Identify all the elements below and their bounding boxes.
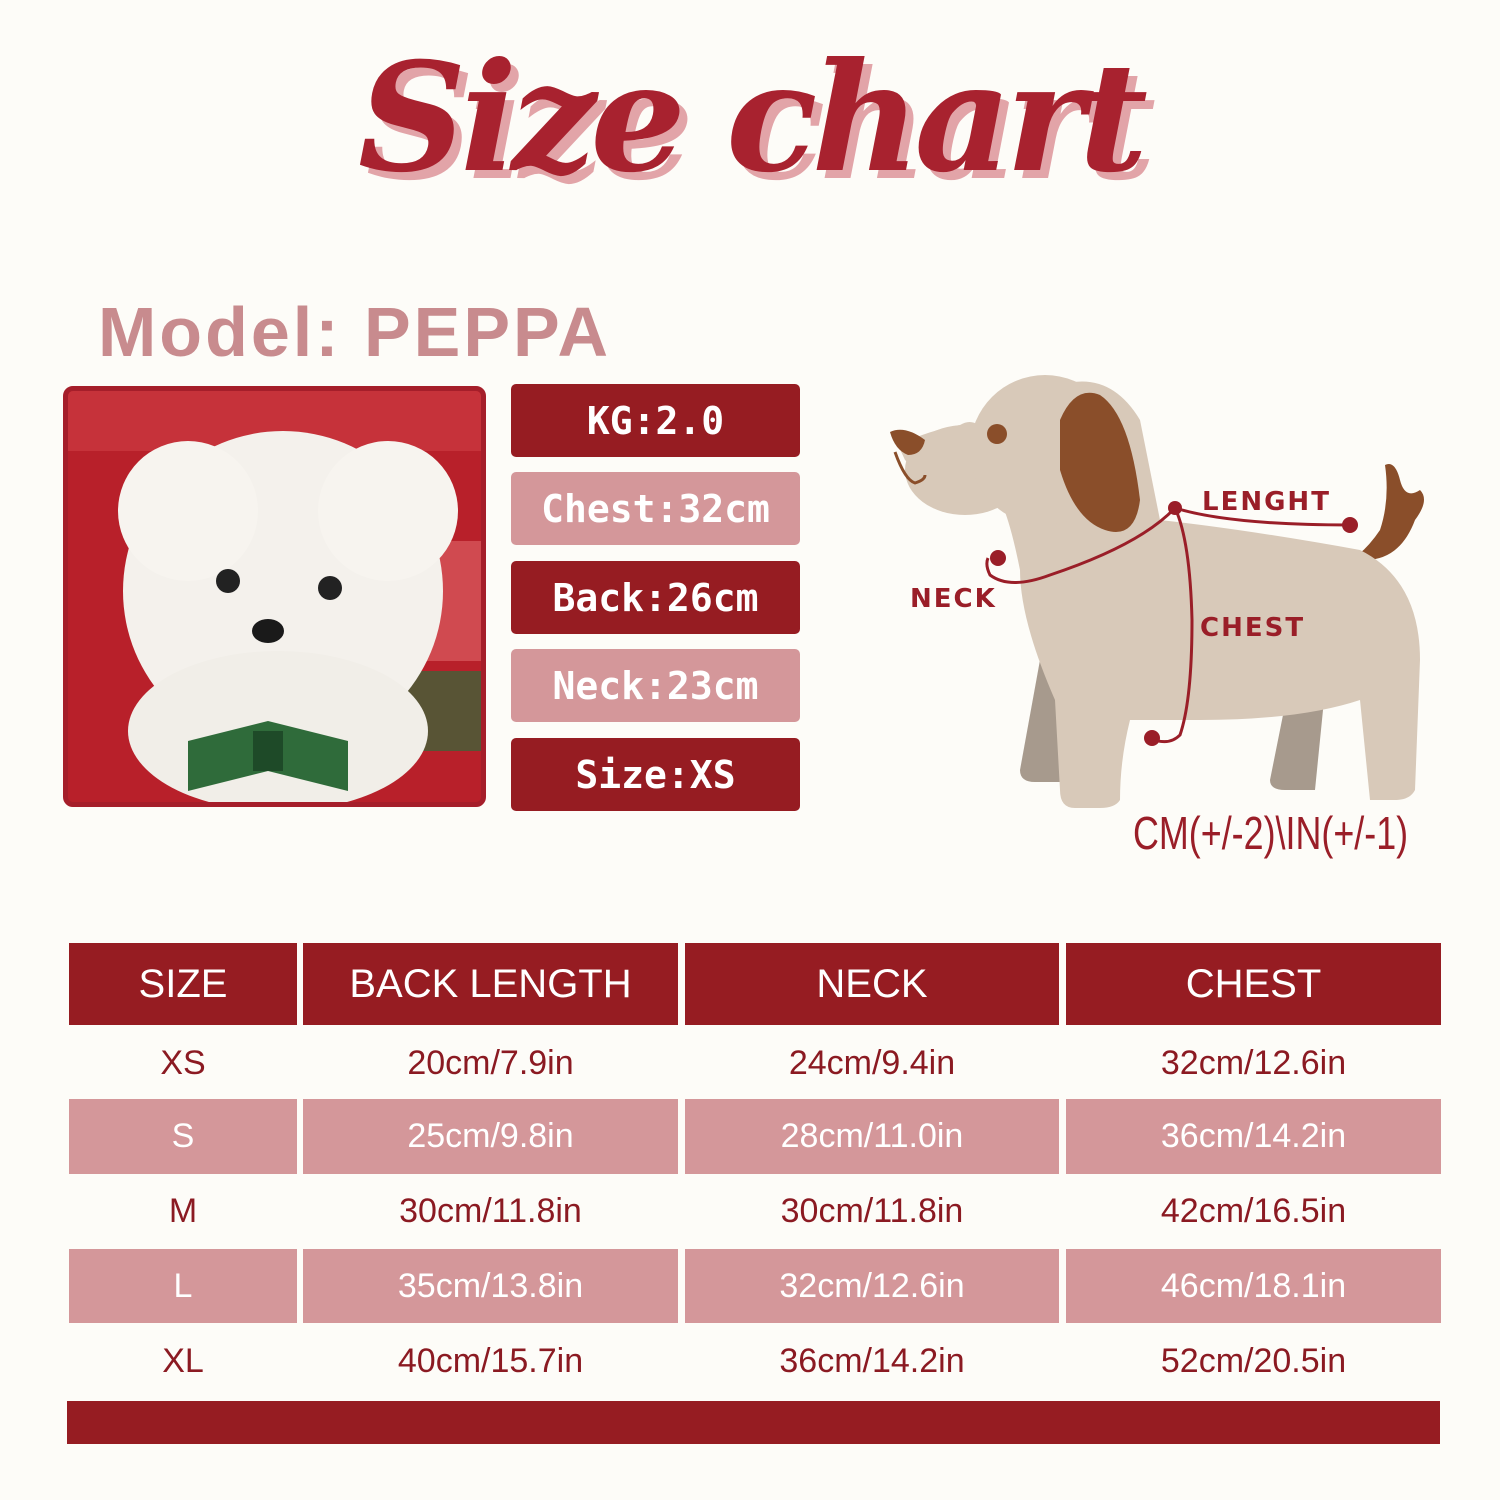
header-size: SIZE xyxy=(69,943,297,1025)
cell-back-length: 35cm/13.8in xyxy=(303,1249,678,1323)
page-title: Size chart xyxy=(357,30,1148,206)
cell-neck: 32cm/12.6in xyxy=(685,1249,1059,1323)
model-dog-photo xyxy=(63,386,486,807)
cell-chest: 36cm/14.2in xyxy=(1066,1099,1441,1174)
tolerance-note: CM(+/-2)\IN(+/-1) xyxy=(1133,807,1409,859)
cell-neck: 30cm/11.8in xyxy=(780,1192,964,1230)
cell-neck: 36cm/14.2in xyxy=(779,1342,965,1380)
stat-neck: Neck:23cm xyxy=(511,649,800,722)
table-footer-bar xyxy=(67,1401,1440,1444)
dog-measurement-diagram: LENGHT NECK CHEST xyxy=(890,375,1424,808)
model-name: Model: PEPPA xyxy=(98,293,612,371)
stat-size: Size:XS xyxy=(511,738,800,811)
stat-back: Back:26cm xyxy=(511,561,800,634)
cell-back-length: 40cm/15.7in xyxy=(397,1342,584,1380)
cell-neck: 28cm/11.0in xyxy=(685,1099,1059,1174)
cell-back-length: 30cm/11.8in xyxy=(399,1192,582,1230)
cell-chest: 42cm/16.5in xyxy=(1160,1192,1347,1230)
cell-size: M xyxy=(168,1192,198,1230)
cell-size: S xyxy=(69,1099,297,1174)
cell-chest: 52cm/20.5in xyxy=(1160,1342,1347,1380)
label-length: LENGHT xyxy=(1202,487,1331,517)
stat-chest: Chest:32cm xyxy=(511,472,800,545)
cell-size: L xyxy=(69,1249,297,1323)
cell-back-length: 25cm/9.8in xyxy=(303,1099,678,1174)
cell-size: XL xyxy=(162,1342,204,1380)
cell-chest: 46cm/18.1in xyxy=(1066,1249,1441,1323)
label-chest: CHEST xyxy=(1200,613,1305,643)
cell-neck: 24cm/9.4in xyxy=(788,1044,956,1082)
header-neck: NECK xyxy=(685,943,1059,1025)
cell-back-length: 20cm/7.9in xyxy=(407,1044,574,1082)
cell-size: XS xyxy=(160,1044,206,1082)
header-back-length: BACK LENGTH xyxy=(303,943,678,1025)
stat-weight: KG:2.0 xyxy=(511,384,800,457)
cell-chest: 32cm/12.6in xyxy=(1160,1044,1347,1082)
header-chest: CHEST xyxy=(1066,943,1441,1025)
label-neck: NECK xyxy=(910,584,997,614)
